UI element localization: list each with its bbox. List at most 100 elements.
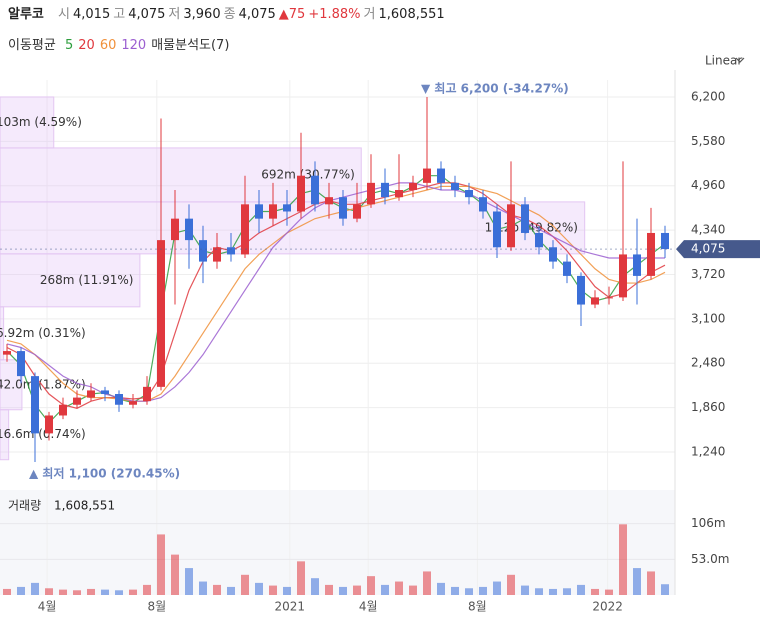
quote-label: 시 [58,7,70,22]
candle-body [297,175,305,212]
candle-body [409,182,417,191]
x-tick-label: 8월 [468,600,487,614]
volume-bar [31,582,39,595]
candle-body [465,190,473,198]
candle-body [101,390,109,395]
volume-bar [661,584,669,595]
candle-body [563,261,571,276]
volume-bar [255,582,263,595]
candle-body [577,275,585,305]
profile-band [0,96,55,149]
legend-entry: 120 [121,38,147,53]
volume-bar [171,554,179,595]
volume-bar [535,588,543,595]
indicator-bar: 이동평균 5 20 60 120 매물분석도(7) [8,34,234,53]
candle-body [493,211,501,248]
candle-body [437,168,445,183]
volume-bar [465,588,473,595]
candle-body [73,397,81,405]
y-tick-label: 4,340 [691,223,725,237]
candle-body [521,204,529,233]
volume-bar [3,588,11,595]
y-tick-label: 6,200 [691,89,725,103]
extreme-annotation: ▼ 최고 6,200 (-34.27%) [421,80,569,95]
candle-body [59,404,67,416]
volume-bar [115,590,123,595]
quote-value: 4,075 [238,7,276,22]
volume-bar [549,588,557,595]
volume-title: 거래량 [8,499,41,513]
ma-title: 이동평균 [8,38,56,53]
volume-bar [73,590,81,595]
quote-label: 종 [223,7,236,22]
dropdown-caret[interactable] [735,57,745,63]
volume-bar [17,586,25,595]
volume-bar [339,586,347,595]
candle-body [381,182,389,198]
y2-tick-label: 106m [691,516,726,530]
profile-band [0,359,23,411]
volume-bar [591,588,599,595]
quote-value: 4,075 [128,7,166,22]
quote-label: 저 [168,7,181,22]
volume-bar [367,576,375,595]
candle-body [213,247,221,262]
candle-body [311,175,319,205]
volume-bar [325,584,333,595]
quote-label: 고 [113,7,126,22]
volume-bar [101,589,109,595]
volume-bar [269,585,277,595]
candle-body [269,204,277,219]
volume-bar [633,568,641,595]
profile-label: 42.0m (1.87%) [0,377,86,391]
volume-bar [381,584,389,595]
candle-body [451,182,459,191]
profile-label: 103m (4.59%) [0,115,82,129]
volume-bar [59,589,67,595]
profile-label: 6.92m (0.31%) [0,326,86,340]
last-price-label: 4,075 [691,242,725,256]
volume-bar [227,586,235,595]
quote-value: 1,608,551 [378,7,445,22]
profile-title: 매물분석도(7) [151,38,230,53]
volume-bar [45,588,53,595]
y-tick-label: 4,960 [691,178,725,192]
candle-body [605,297,613,299]
candle-body [423,168,431,183]
y-tick-label: 5,580 [691,134,725,148]
candle-body [185,218,193,241]
y-tick-label: 2,480 [691,356,725,370]
quote-value: 4,015 [73,7,111,22]
candle-body [3,351,11,355]
stock-name: 알루코 [8,7,44,22]
volume-panel-bg [0,490,675,595]
candle-body [87,390,95,398]
y-tick-label: 1,240 [691,444,725,458]
x-tick-label: 2021 [275,600,306,614]
profile-label: 692m (30.77%) [261,167,355,181]
candle-body [507,204,515,248]
candle-body [647,232,655,276]
volume-bar [619,524,627,595]
candle-body [325,197,333,205]
scale-mode[interactable]: Linear [705,54,742,68]
y-tick-label: 1,860 [691,400,725,414]
candle-body [241,204,249,255]
volume-bar [129,589,137,595]
candle-body [143,386,151,402]
x-tick-label: 2022 [592,600,623,614]
candle-body [479,197,487,212]
change: ▲75 [278,7,306,22]
volume-bar [395,581,403,595]
volume-bar [493,581,501,595]
volume-bar [521,585,529,595]
volume-bar [563,588,571,595]
volume-bar [507,574,515,595]
candle-body [591,297,599,305]
volume-bar [605,589,613,595]
candle-body [535,232,543,248]
y-tick-label: 3,720 [691,267,725,281]
last-price-tag [676,240,760,259]
volume-bar [451,586,459,595]
